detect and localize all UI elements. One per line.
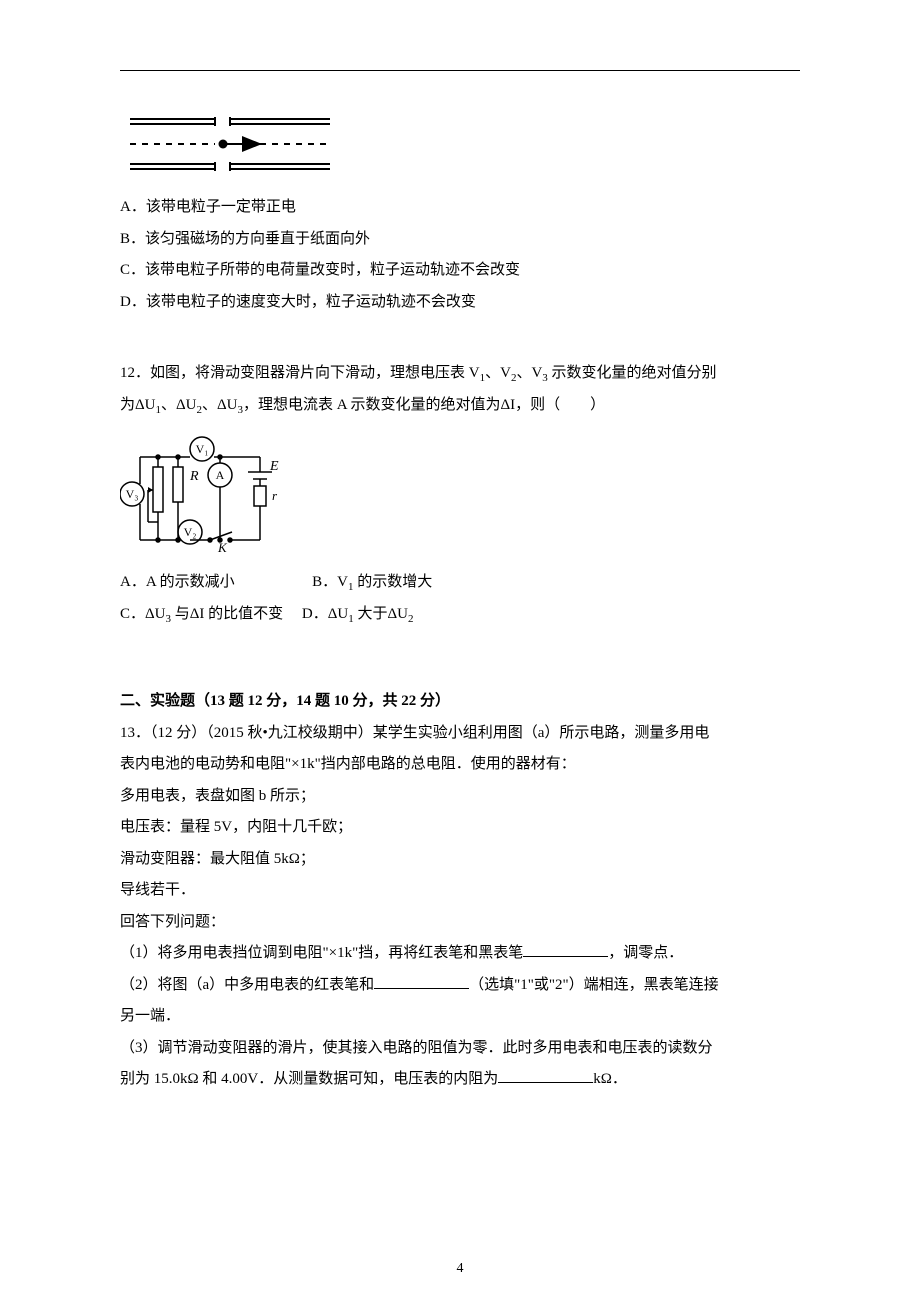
q13-line6: 导线若干． — [120, 875, 800, 907]
q12-figure: V₁ V₂ V₃ A R E r K — [120, 432, 285, 552]
q12-optD-a: D．ΔU — [302, 606, 348, 622]
page-container: A．该带电粒子一定带正电 B．该匀强磁场的方向垂直于纸面向外 C．该带电粒子所带… — [0, 0, 920, 1302]
q12-stem1b: 、V — [485, 365, 511, 381]
q13-line5: 滑动变阻器：最大阻值 5kΩ； — [120, 844, 800, 876]
q12-optC-b: 与ΔI 的比值不变 — [171, 606, 283, 622]
section2-heading: 二、实验题（13 题 12 分，14 题 10 分，共 22 分） — [120, 686, 800, 718]
q12-stem2c: 、ΔU — [202, 397, 237, 413]
header-rule — [120, 70, 800, 71]
q11-option-d: D．该带电粒子的速度变大时，粒子运动轨迹不会改变 — [120, 287, 800, 319]
q13-stem1: 13．（12 分）（2015 秋•九江校级期中）某学生实验小组利用图（a）所示电… — [120, 718, 800, 750]
q12-stem1a: 12．如图，将滑动变阻器滑片向下滑动，理想电压表 V — [120, 365, 480, 381]
gap-11-12 — [120, 318, 800, 358]
q12-stem2a: 为ΔU — [120, 397, 155, 413]
q13-blank2 — [374, 974, 469, 989]
q12-stem-line1: 12．如图，将滑动变阻器滑片向下滑动，理想电压表 V1、V2、V3 示数变化量的… — [120, 358, 800, 390]
q13-p2-line2: 另一端． — [120, 1001, 800, 1033]
q13-line3: 多用电表，表盘如图 b 所示； — [120, 781, 800, 813]
q12-stem2b: 、ΔU — [161, 397, 196, 413]
q13-p3-line1: （3）调节滑动变阻器的滑片，使其接入电路的阻值为零．此时多用电表和电压表的读数分 — [120, 1033, 800, 1065]
q13-p2-a: （2）将图（a）中多用电表的红表笔和 — [120, 977, 374, 993]
q12-optD-sub2: 2 — [408, 613, 414, 625]
svg-text:V₁: V₁ — [196, 442, 209, 456]
q13-p3b-a: 别为 15.0kΩ 和 4.00V．从测量数据可知，电压表的内阻为 — [120, 1071, 498, 1087]
svg-text:E: E — [269, 459, 279, 474]
q12-optD-b: 大于ΔU — [354, 606, 408, 622]
q13-line4: 电压表：量程 5V，内阻十几千欧； — [120, 812, 800, 844]
q12-optB-b: 的示数增大 — [353, 574, 432, 590]
q11-figure — [120, 109, 340, 179]
q11-option-a: A．该带电粒子一定带正电 — [120, 192, 800, 224]
svg-text:A: A — [216, 468, 225, 482]
q12-optC-a: C．ΔU — [120, 606, 165, 622]
q12-option-c: C．ΔU3 与ΔI 的比值不变 — [120, 606, 287, 622]
q13-p1-b: ，调零点． — [608, 945, 683, 961]
svg-text:V₂: V₂ — [184, 525, 197, 539]
q12-stem2d: ，理想电流表 A 示数变化量的绝对值为ΔI，则（ ） — [243, 397, 605, 413]
svg-text:r: r — [272, 488, 278, 503]
q13-stem2: 表内电池的电动势和电阻"×1k"挡内部电路的总电阻．使用的器材有： — [120, 749, 800, 781]
q11-option-b: B．该匀强磁场的方向垂直于纸面向外 — [120, 224, 800, 256]
svg-text:K: K — [217, 540, 228, 552]
q12-stem1c: 、V — [516, 365, 542, 381]
q13-p2-b: （选填"1"或"2"）端相连，黑表笔连接 — [469, 977, 719, 993]
q13-p1: （1）将多用电表挡位调到电阻"×1k"挡，再将红表笔和黑表笔 ，调零点． — [120, 938, 800, 970]
q13-line7: 回答下列问题： — [120, 907, 800, 939]
q13-p2-line1: （2）将图（a）中多用电表的红表笔和 （选填"1"或"2"）端相连，黑表笔连接 — [120, 970, 800, 1002]
q13-p3b-b: kΩ． — [593, 1071, 627, 1087]
q12-optB-a: B．V — [312, 574, 348, 590]
svg-text:R: R — [189, 469, 199, 484]
q12-option-b: B．V1 的示数增大 — [312, 574, 432, 590]
q13-p3-line2: 别为 15.0kΩ 和 4.00V．从测量数据可知，电压表的内阻为 kΩ． — [120, 1064, 800, 1096]
q13-p1-a: （1）将多用电表挡位调到电阻"×1k"挡，再将红表笔和黑表笔 — [120, 945, 523, 961]
q12-stem-line2: 为ΔU1、ΔU2、ΔU3，理想电流表 A 示数变化量的绝对值为ΔI，则（ ） — [120, 390, 800, 422]
q12-option-d: D．ΔU1 大于ΔU2 — [302, 606, 414, 622]
q11-option-c: C．该带电粒子所带的电荷量改变时，粒子运动轨迹不会改变 — [120, 255, 800, 287]
page-number: 4 — [0, 1261, 920, 1277]
gap-12-sec2 — [120, 631, 800, 686]
q13-blank3 — [498, 1068, 593, 1083]
q12-stem1d: 示数变化量的绝对值分别 — [548, 365, 717, 381]
q12-options-row1: A．A 的示数减小 B．V1 的示数增大 — [120, 567, 800, 599]
q12-option-a: A．A 的示数减小 — [120, 574, 235, 590]
q13-blank1 — [523, 942, 608, 957]
q12-options-row2: C．ΔU3 与ΔI 的比值不变 D．ΔU1 大于ΔU2 — [120, 599, 800, 631]
svg-text:V₃: V₃ — [126, 487, 139, 501]
